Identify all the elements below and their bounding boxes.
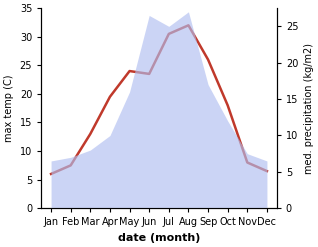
Y-axis label: med. precipitation (kg/m2): med. precipitation (kg/m2) bbox=[304, 43, 314, 174]
X-axis label: date (month): date (month) bbox=[118, 233, 200, 243]
Y-axis label: max temp (C): max temp (C) bbox=[4, 74, 14, 142]
